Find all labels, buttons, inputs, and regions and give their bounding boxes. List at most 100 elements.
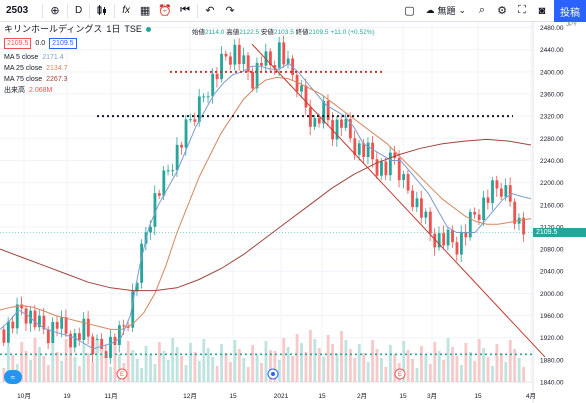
y-tick-label: 2400.00	[540, 69, 564, 76]
volume-bar	[344, 340, 348, 382]
x-tick-label: 11月	[104, 392, 117, 400]
chevron-down-icon: ⌄	[458, 5, 466, 15]
volume-bar	[166, 360, 170, 382]
volume-bar	[117, 354, 121, 382]
earnings-marker-icon	[116, 368, 128, 380]
volume-bar	[131, 350, 135, 382]
x-tick-label: 4月	[526, 392, 536, 400]
chart-area[interactable]: 2480.00 2440.00 2400.00 2360.00 2320.00 2280.…	[0, 22, 586, 403]
candle-body	[508, 185, 512, 202]
volume-bar	[140, 368, 144, 382]
candle-body	[122, 325, 126, 327]
volume-bar	[508, 340, 512, 382]
candle-body	[340, 119, 343, 128]
y-tick-label: 2280.00	[540, 136, 564, 143]
volume-bar	[420, 346, 423, 382]
open-value: 2114.0	[205, 29, 225, 36]
ma25-label[interactable]: MA 25 close	[4, 65, 43, 72]
candle-body	[428, 211, 432, 234]
fullscreen-icon[interactable]: ⛶	[518, 4, 526, 16]
candle-body	[420, 198, 423, 218]
tradingview-logo-icon[interactable]: ≈	[4, 370, 22, 384]
volume-bar	[11, 355, 15, 382]
volume-bar	[455, 356, 459, 382]
ma75-label[interactable]: MA 75 close	[4, 76, 43, 83]
candle-body	[402, 174, 406, 181]
candle-body	[366, 142, 370, 158]
candle-body	[153, 193, 157, 227]
candle-body	[269, 51, 272, 66]
camera-icon[interactable]: ◙	[538, 4, 546, 17]
candle-body	[202, 96, 206, 98]
candle-body	[60, 317, 64, 329]
redo-icon[interactable]: ↷	[225, 5, 235, 17]
y-tick-label: 1840.00	[540, 380, 564, 387]
undo-icon[interactable]: ↶	[205, 5, 215, 17]
candle-body	[513, 201, 517, 224]
y-tick-label: 2040.00	[540, 269, 564, 276]
toolbar-divider	[114, 3, 116, 18]
low-label: 安値	[260, 29, 274, 36]
volume-bar	[95, 340, 99, 382]
candle-body	[348, 119, 352, 139]
candle-body	[344, 119, 348, 128]
candle-body	[15, 304, 19, 329]
volume-bar	[348, 349, 352, 382]
candle-body	[451, 229, 454, 243]
ask-price[interactable]: 2109.5	[49, 38, 77, 49]
bid-price[interactable]: 2109.5	[4, 38, 32, 49]
ma75-value: 2267.3	[46, 76, 68, 83]
y-tick-label: 2320.00	[540, 114, 564, 121]
volume-bar	[113, 345, 117, 382]
candle-body	[455, 242, 459, 255]
volume-bar	[86, 353, 90, 382]
close-value: 2109.5	[308, 29, 329, 36]
indicators-button[interactable]: fx	[122, 5, 131, 16]
candle-body	[162, 170, 166, 196]
y-tick-label: 1880.00	[540, 357, 564, 364]
replay-icon[interactable]: ⏮	[180, 4, 190, 16]
templates-icon[interactable]: ▦	[139, 5, 151, 17]
volume-bar	[6, 346, 10, 382]
candle-body	[38, 315, 41, 328]
volume-label[interactable]: 出来高	[4, 87, 25, 94]
candle-body	[415, 198, 419, 208]
price-chart[interactable]: 2480.00 2440.00 2400.00 2360.00 2320.00 2280.…	[0, 22, 586, 403]
volume-bar	[326, 335, 330, 382]
post-button[interactable]: 投稿	[554, 0, 586, 22]
candle-body	[486, 197, 490, 203]
quick-search-icon[interactable]: ⌕	[478, 4, 486, 16]
timeframe-button[interactable]: D	[75, 5, 83, 16]
volume-bar	[522, 367, 526, 382]
volume-bar	[78, 366, 81, 382]
candle-body	[424, 211, 428, 218]
save-layout-button[interactable]: ☁ 無題 ⌄	[419, 4, 472, 17]
ma5-label[interactable]: MA 5 close	[4, 54, 39, 61]
high-label: 高値	[226, 29, 240, 36]
candle-body	[211, 73, 215, 97]
volume-bar	[206, 348, 210, 382]
candle-body	[477, 214, 481, 221]
candle-body	[406, 174, 410, 191]
candle-body	[433, 233, 437, 248]
settings-icon[interactable]: ⚙	[497, 5, 507, 17]
volume-bar	[20, 342, 24, 382]
add-symbol-icon[interactable]: ⊕	[50, 5, 60, 17]
symbol-input[interactable]: 2503	[6, 5, 29, 16]
alert-icon[interactable]: ⏰	[158, 5, 172, 17]
candle-body	[51, 321, 55, 344]
volume-bar	[415, 368, 419, 382]
candles-icon[interactable]	[92, 0, 112, 22]
y-tick-label: 2240.00	[540, 158, 564, 165]
cloud-icon: ☁	[425, 5, 435, 15]
candle-body	[313, 118, 317, 127]
volume-bar	[388, 345, 392, 382]
candle-body	[459, 231, 463, 255]
ohlc-readout: 始値2114.0 高値2122.5 安値2103.5 終値2109.5 +11.…	[192, 26, 375, 36]
candle-body	[273, 65, 277, 68]
y-tick-label: 1920.00	[540, 335, 564, 342]
volume-bar	[171, 338, 175, 382]
layout-grid-icon[interactable]: ▢	[404, 5, 415, 17]
volume-bar	[362, 353, 366, 382]
x-tick-label: 2月	[357, 392, 367, 400]
